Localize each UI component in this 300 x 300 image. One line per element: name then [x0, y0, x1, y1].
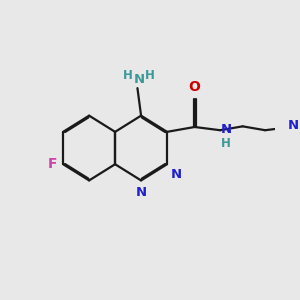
Text: H: H	[221, 137, 231, 151]
Text: O: O	[189, 80, 201, 94]
Text: N: N	[288, 119, 299, 132]
Text: N: N	[221, 123, 232, 136]
Text: N: N	[134, 73, 145, 86]
Text: N: N	[136, 186, 147, 199]
Text: N: N	[171, 168, 182, 181]
Text: F: F	[47, 157, 57, 171]
Text: H: H	[122, 69, 132, 82]
Text: H: H	[145, 69, 155, 82]
